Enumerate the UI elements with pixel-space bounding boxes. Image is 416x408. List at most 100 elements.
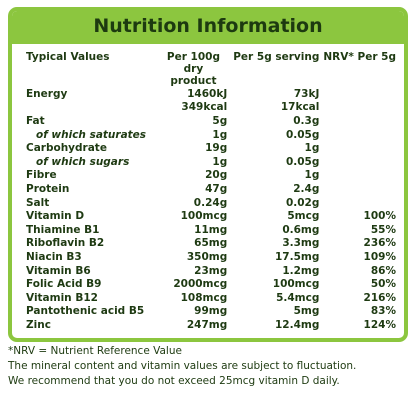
table-row: Protein 47g 2.4g <box>26 182 396 196</box>
panel-title: Nutrition Information <box>93 15 323 37</box>
header-nrv: NRV* Per 5g <box>323 51 396 63</box>
table-row: Niacin B3 350mg 17.5mg 109% <box>26 250 396 264</box>
footnote-fluctuation: The mineral content and vitamin values a… <box>8 360 357 372</box>
nutrient-name: Thiamine B1 <box>26 223 100 236</box>
value-per-5g: 2.4g <box>293 182 320 195</box>
value-per-5g: 1g <box>304 169 320 182</box>
value-per-5g: 1g <box>304 142 320 155</box>
value-per-100g: 19g <box>205 142 228 155</box>
table-row: Vitamin D 100mcg 5mcg 100% <box>26 209 396 223</box>
table-row: Fibre 20g 1g <box>26 169 396 183</box>
value-nrv <box>323 182 396 196</box>
value-per-100g: 65mg <box>194 237 228 250</box>
footnote-vitamin-d: We recommend that you do not exceed 25mc… <box>8 375 340 387</box>
value-nrv <box>323 101 396 115</box>
table-row: Vitamin B12 108mcg 5.4mcg 216% <box>26 291 396 305</box>
nutrient-name: Folic Acid B9 <box>26 278 102 291</box>
value-per-100g: 108mcg <box>180 291 228 304</box>
value-nrv: 216% <box>363 291 396 304</box>
value-per-100g: 349kcal <box>181 101 228 114</box>
table-row: Riboflavin B2 65mg 3.3mg 236% <box>26 237 396 251</box>
nutrient-name: Protein <box>26 182 70 195</box>
table-row: Carbohydrate 19g 1g <box>26 141 396 155</box>
nutrient-name: Niacin B3 <box>26 250 82 263</box>
value-per-5g: 12.4mg <box>275 318 320 331</box>
value-per-100g: 5g <box>212 114 228 127</box>
footnote-block: *NRV = Nutrient Reference Value The mine… <box>8 344 412 389</box>
nutrient-name: Energy <box>26 87 68 100</box>
value-per-100g: 1460kJ <box>187 87 228 100</box>
value-per-5g: 5.4mcg <box>276 291 320 304</box>
value-per-100g: 100mcg <box>180 210 228 223</box>
value-per-5g: 3.3mg <box>282 237 320 250</box>
table-row: Zinc 247mg 12.4mg 124% <box>26 318 396 332</box>
value-nrv: 124% <box>363 318 396 331</box>
nutrient-name: of which saturates <box>36 128 147 141</box>
value-per-5g: 0.3g <box>293 114 320 127</box>
value-nrv: 100% <box>363 210 396 223</box>
value-nrv: 86% <box>370 264 396 277</box>
value-per-5g: 73kJ <box>293 87 320 100</box>
nutrient-name: Vitamin D <box>26 210 85 223</box>
table-row: 349kcal 17kcal <box>26 101 396 115</box>
value-per-100g: 247mg <box>186 318 228 331</box>
nutrient-name: Carbohydrate <box>26 142 107 155</box>
table-row: Folic Acid B9 2000mcg 100mcg 50% <box>26 277 396 291</box>
nutrient-name: of which sugars <box>36 155 130 168</box>
table-row: Vitamin B6 23mg 1.2mg 86% <box>26 264 396 278</box>
table-row: of which sugars 1g 0.05g <box>26 155 396 169</box>
value-per-100g: 2000mcg <box>173 278 228 291</box>
value-nrv: 236% <box>363 237 396 250</box>
nutrition-panel: Nutrition Information Typical Values Per… <box>8 7 408 342</box>
table-row: of which saturates 1g 0.05g <box>26 128 396 142</box>
value-nrv <box>323 128 396 142</box>
nutrition-table: Typical Values Per 100g dry product Per … <box>26 51 396 332</box>
value-per-100g: 1g <box>212 155 228 168</box>
table-row: Fat 5g 0.3g <box>26 114 396 128</box>
value-per-100g: 99mg <box>194 305 228 318</box>
header-per-5g: Per 5g serving <box>233 51 320 63</box>
value-per-5g: 0.05g <box>285 128 320 141</box>
table-row: Salt 0.24g 0.02g <box>26 196 396 210</box>
value-nrv <box>323 169 396 183</box>
nutrient-name: Fat <box>26 114 45 127</box>
nutrient-name: Pantothenic acid B5 <box>26 305 145 318</box>
nutrient-name: Vitamin B12 <box>26 291 98 304</box>
table-row: Pantothenic acid B5 99mg 5mg 83% <box>26 305 396 319</box>
value-nrv: 50% <box>370 278 396 291</box>
value-per-5g: 0.6mg <box>282 223 320 236</box>
nutrient-name: Vitamin B6 <box>26 264 91 277</box>
header-typical-values: Typical Values <box>26 51 110 63</box>
value-per-100g: 1g <box>212 128 228 141</box>
nutrient-name: Zinc <box>26 318 51 331</box>
table-row: Thiamine B1 11mg 0.6mg 55% <box>26 223 396 237</box>
nutrient-name: Salt <box>26 196 50 209</box>
value-nrv <box>323 141 396 155</box>
value-per-100g: 0.24g <box>193 196 228 209</box>
value-nrv: 83% <box>370 305 396 318</box>
value-per-5g: 5mcg <box>287 210 320 223</box>
table-body: Energy 1460kJ 73kJ 349kcal 17kcal Fat 5g 0.3g of… <box>26 87 396 332</box>
value-per-5g: 17kcal <box>280 101 320 114</box>
value-per-5g: 1.2mg <box>282 264 320 277</box>
value-per-5g: 0.05g <box>285 155 320 168</box>
value-per-5g: 0.02g <box>285 196 320 209</box>
value-nrv: 55% <box>370 223 396 236</box>
value-per-100g: 350mg <box>186 250 228 263</box>
value-nrv <box>323 114 396 128</box>
table-header-row: Typical Values Per 100g dry product Per … <box>26 51 396 87</box>
value-per-100g: 47g <box>205 182 228 195</box>
value-per-5g: 100mcg <box>272 278 320 291</box>
value-nrv <box>323 155 396 169</box>
nutrient-name: Riboflavin B2 <box>26 237 105 250</box>
title-bar: Nutrition Information <box>12 11 404 44</box>
value-per-5g: 5mg <box>293 305 320 318</box>
value-per-100g: 23mg <box>194 264 228 277</box>
nutrient-name <box>26 101 160 115</box>
nutrient-name: Fibre <box>26 169 57 182</box>
value-nrv: 109% <box>363 250 396 263</box>
value-per-100g: 11mg <box>194 223 228 236</box>
value-per-100g: 20g <box>205 169 228 182</box>
header-per-100g: Per 100g dry product <box>166 51 220 87</box>
value-nrv <box>323 196 396 210</box>
